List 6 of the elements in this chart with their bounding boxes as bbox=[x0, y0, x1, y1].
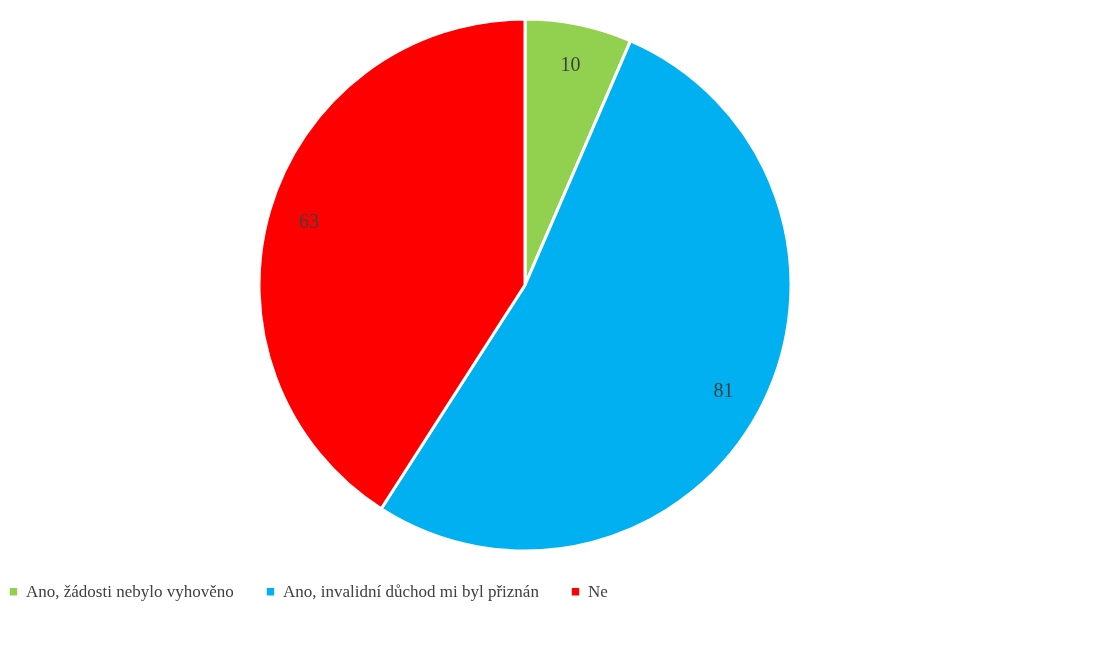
legend-label: Ano, invalidní důchod mi byl přiznán bbox=[283, 581, 540, 601]
data-label: 10 bbox=[560, 52, 581, 75]
legend-label: Ne bbox=[588, 581, 608, 601]
legend-label: Ano, žádosti nebylo vyhověno bbox=[26, 581, 234, 601]
data-label: 81 bbox=[713, 378, 734, 401]
data-label: 63 bbox=[299, 209, 320, 232]
